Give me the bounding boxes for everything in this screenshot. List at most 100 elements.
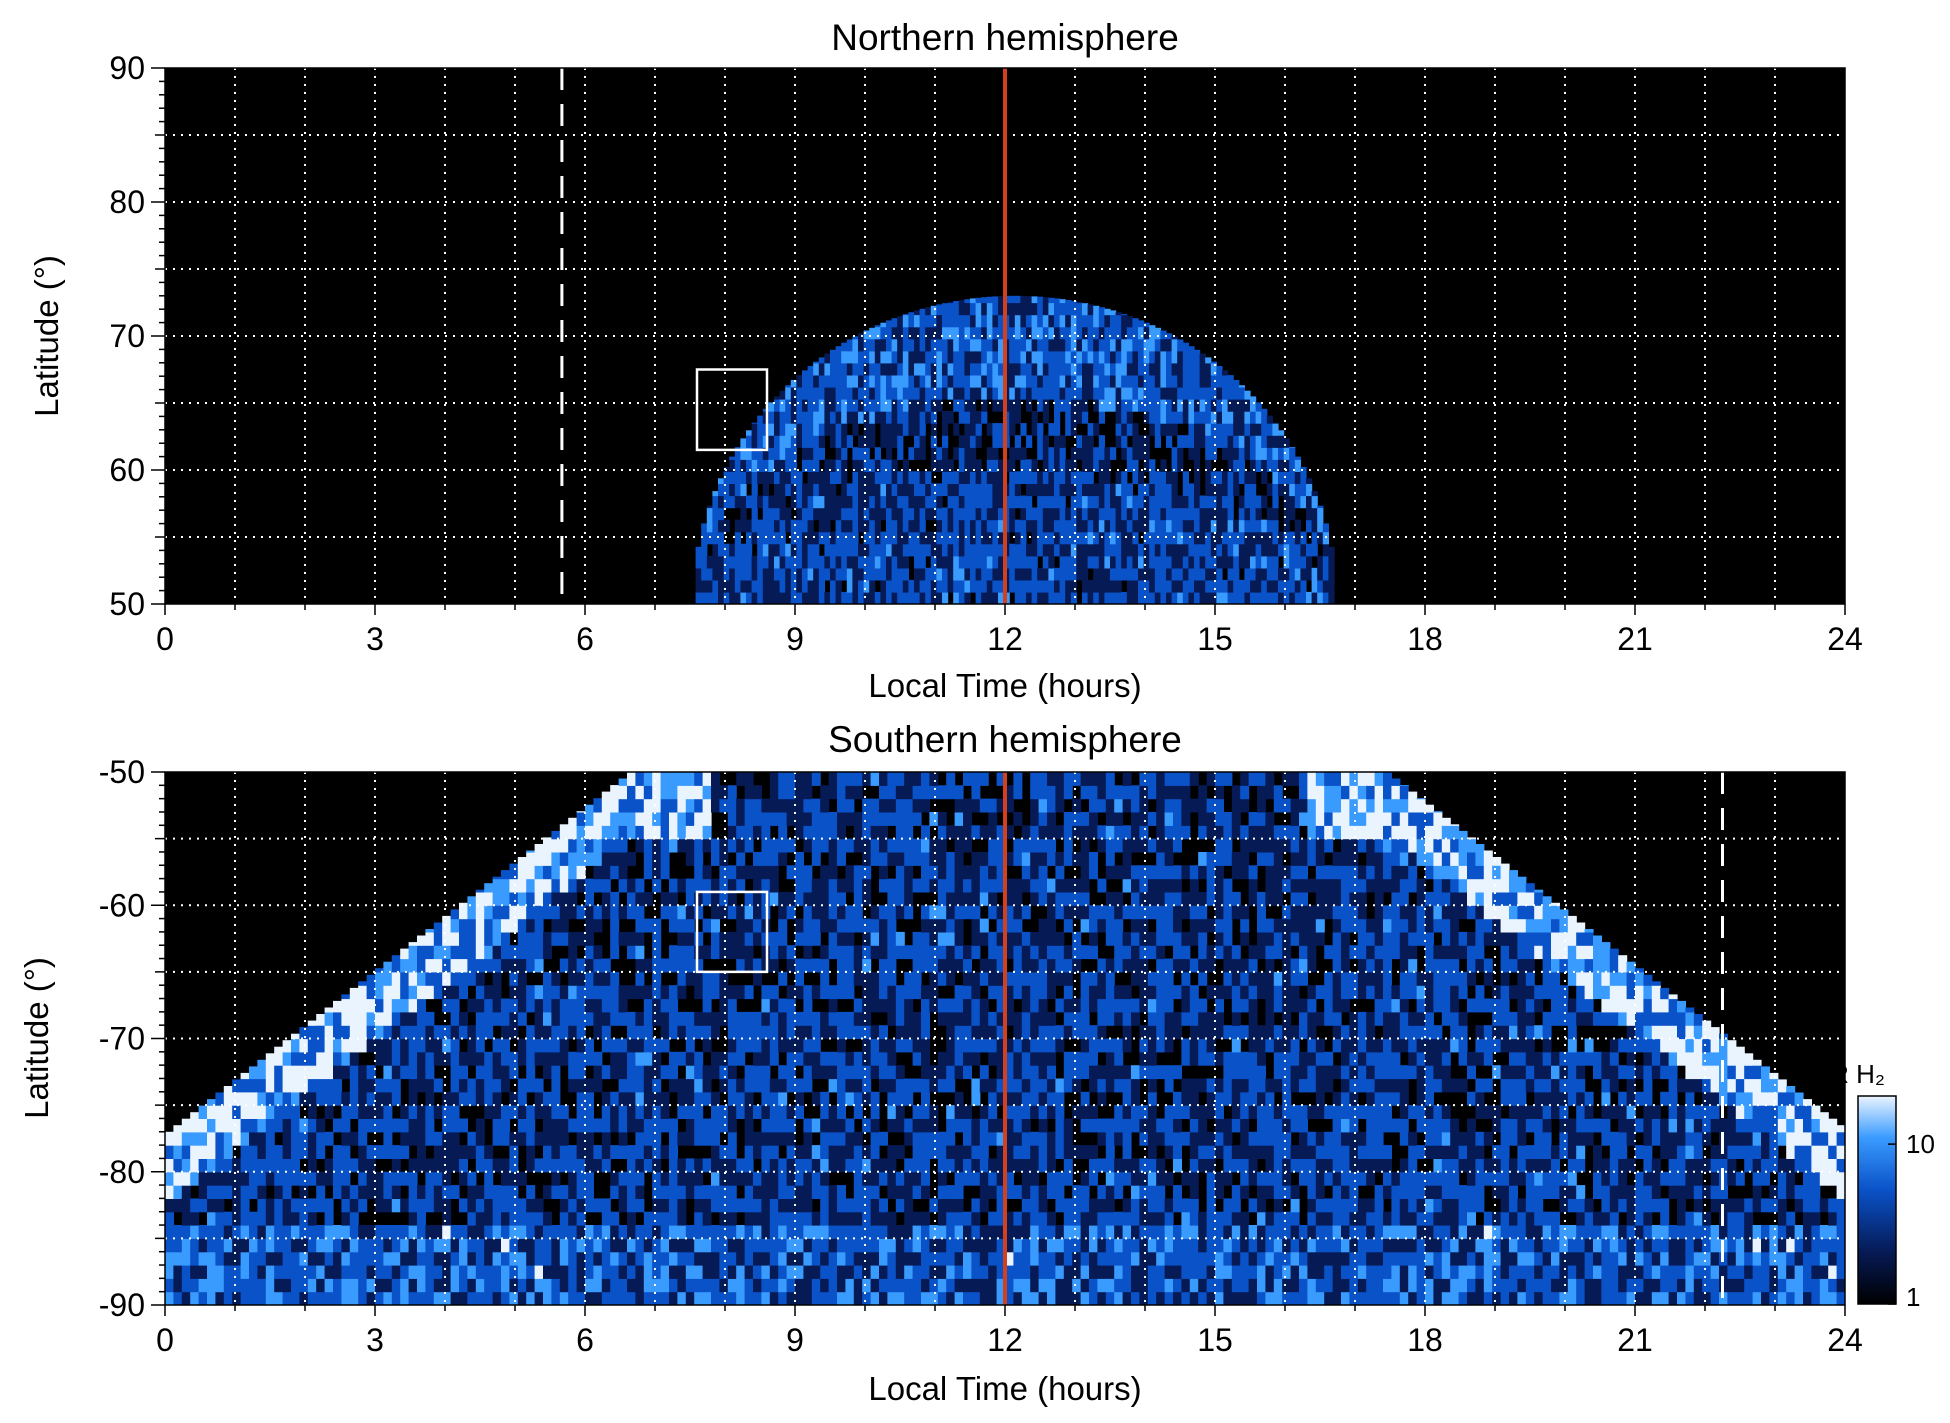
- south-heat-cell: [459, 1171, 468, 1186]
- south-heat-cell: [643, 838, 653, 853]
- north-heat-cell: [975, 531, 982, 545]
- north-heat-cell: [942, 471, 949, 484]
- north-heat-cell: [1188, 386, 1195, 400]
- south-heat-cell: [937, 838, 947, 853]
- north-heat-cell: [1166, 519, 1173, 533]
- south-heat-cell: [232, 1265, 242, 1279]
- south-heat-cell: [786, 1211, 796, 1226]
- south-heat-cell: [509, 1011, 519, 1026]
- north-heat-cell: [1048, 459, 1055, 472]
- south-heat-cell: [694, 812, 704, 826]
- south-heat-cell: [467, 1091, 477, 1106]
- north-heat-cell: [1171, 338, 1178, 352]
- south-heat-cell: [811, 1065, 821, 1080]
- south-heat-cell: [341, 1291, 351, 1305]
- north-heat-cell: [930, 447, 937, 460]
- south-heat-cell: [761, 985, 771, 1000]
- south-heat-cell: [366, 985, 376, 1000]
- south-heat-cell: [711, 1198, 720, 1213]
- south-heat-cell: [946, 865, 956, 880]
- north-heat-cell: [1076, 519, 1083, 533]
- south-heat-cell: [265, 1105, 275, 1119]
- south-heat-cell: [845, 985, 855, 1000]
- north-heat-cell: [1278, 435, 1285, 448]
- south-heat-cell: [358, 1118, 368, 1133]
- south-heat-cell: [937, 905, 947, 920]
- south-heat-cell: [811, 1145, 821, 1159]
- south-heat-cell: [870, 1131, 880, 1146]
- south-heat-cell: [694, 1171, 704, 1186]
- south-heat-cell: [282, 1131, 292, 1146]
- south-heat-cell: [618, 998, 628, 1013]
- north-heat-cell: [1154, 362, 1161, 376]
- north-heat-cell: [835, 495, 842, 509]
- south-heat-cell: [534, 1011, 544, 1026]
- south-heat-cell: [954, 1051, 964, 1066]
- south-heat-cell: [333, 1118, 342, 1133]
- north-heat-cell: [1194, 519, 1201, 533]
- north-heat-cell: [1076, 555, 1083, 569]
- south-heat-cell: [450, 971, 460, 986]
- north-heat-cell: [746, 435, 753, 448]
- south-heat-cell: [509, 1091, 519, 1106]
- north-heat-cell: [852, 411, 859, 424]
- north-heat-cell: [1104, 591, 1111, 604]
- south-heat-cell: [912, 1078, 922, 1093]
- north-heat-cell: [1087, 519, 1094, 533]
- south-heat-cell: [929, 1238, 939, 1253]
- south-heat-cell: [568, 1238, 578, 1253]
- north-heat-cell: [919, 326, 926, 340]
- south-heat-cell: [366, 1011, 376, 1026]
- north-heat-cell: [718, 507, 725, 521]
- south-heat-cell: [417, 985, 426, 1000]
- south-heat-cell: [593, 918, 603, 933]
- south-heat-cell: [408, 1238, 418, 1253]
- north-heat-cell: [992, 519, 999, 533]
- north-heat-cell: [1143, 447, 1150, 460]
- north-heat-cell: [1188, 399, 1195, 412]
- north-heat-cell: [1289, 543, 1296, 557]
- south-heat-cell: [904, 865, 914, 880]
- south-heat-cell: [576, 1065, 586, 1080]
- north-heat-cell: [1160, 591, 1167, 604]
- north-heat-cell: [1042, 507, 1049, 521]
- north-heat-cell: [1020, 386, 1027, 400]
- south-heat-cell: [408, 1265, 418, 1279]
- south-heat-cell: [660, 1025, 670, 1040]
- north-heat-cell: [914, 567, 921, 581]
- south-heat-cell: [543, 1091, 552, 1106]
- south-heat-cell: [442, 1131, 452, 1146]
- south-heat-cell: [736, 1171, 746, 1186]
- south-heat-cell: [299, 1198, 309, 1213]
- north-heat-cell: [891, 579, 898, 593]
- south-heat-cell: [853, 1145, 863, 1159]
- north-heat-cell: [1250, 483, 1257, 497]
- north-heat-cell: [874, 362, 881, 376]
- south-heat-cell: [643, 1065, 653, 1080]
- south-heat-cell: [341, 1251, 351, 1266]
- south-heat-cell: [282, 1065, 292, 1080]
- south-heat-cell: [811, 1038, 821, 1053]
- south-heat-cell: [853, 891, 863, 906]
- north-heat-cell: [1115, 386, 1122, 400]
- south-heat-cell: [853, 918, 863, 933]
- south-heat-cell: [240, 1145, 250, 1159]
- south-heat-cell: [837, 852, 846, 866]
- north-heat-cell: [1177, 531, 1184, 545]
- south-heat-cell: [946, 852, 956, 866]
- north-heat-cell: [880, 591, 887, 604]
- south-heat-cell: [937, 1011, 947, 1026]
- north-heat-cell: [774, 471, 781, 484]
- north-heat-cell: [1026, 296, 1033, 304]
- south-heat-cell: [543, 1185, 552, 1199]
- north-heat-cell: [841, 591, 848, 604]
- south-heat-cell: [761, 1078, 771, 1093]
- north-heat-cell: [774, 531, 781, 545]
- south-heat-cell: [383, 1185, 393, 1199]
- south-heat-cell: [946, 772, 956, 786]
- north-heat-cell: [768, 531, 775, 545]
- north-heat-cell: [1070, 386, 1077, 400]
- north-heat-cell: [706, 505, 713, 509]
- south-heat-cell: [492, 998, 502, 1013]
- south-heat-cell: [702, 998, 712, 1013]
